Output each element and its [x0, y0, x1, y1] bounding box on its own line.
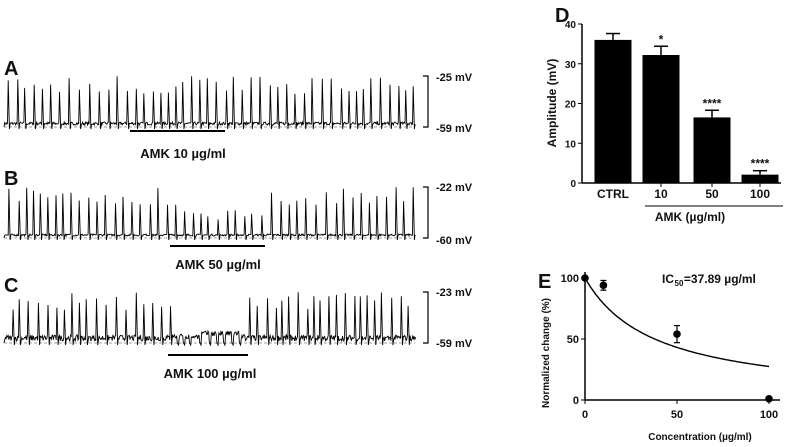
- scale-top-a: -25 mV: [436, 72, 473, 84]
- d-x-tick-label: 50: [705, 187, 719, 201]
- ic50-value: =37.89 µg/ml: [684, 272, 756, 286]
- e-data-point: [765, 394, 773, 403]
- e-ylabel: Normalized change (%): [541, 298, 552, 408]
- panel-letter-e: E: [538, 271, 551, 293]
- voltage-trace: [3, 76, 416, 130]
- panel-letter-c: C: [4, 275, 18, 297]
- scale-bottom-b: -60 mV: [436, 235, 473, 247]
- d-xlabel: AMK (µg/ml): [655, 210, 725, 224]
- d-significance-mark: ****: [751, 157, 770, 171]
- d-x-tick-label: CTRL: [597, 187, 629, 201]
- d-bar: [693, 117, 731, 183]
- e-data-point: [599, 281, 608, 290]
- panel-letter-b: B: [4, 168, 18, 190]
- d-significance-mark: *: [659, 32, 664, 46]
- scale-bar: [423, 75, 429, 128]
- voltage-trace: [3, 292, 417, 347]
- drug-label-b: AMK 50 µg/ml: [175, 257, 261, 272]
- d-significance-mark: ****: [703, 96, 722, 110]
- voltage-trace: [3, 187, 416, 241]
- scale-top-c: -23 mV: [436, 287, 473, 299]
- scale-bottom-c: -59 mV: [436, 338, 473, 350]
- d-bar: [642, 55, 680, 183]
- scale-bar: [423, 186, 429, 239]
- e-x-tick-label: 50: [671, 409, 683, 421]
- e-x-tick-label: 0: [582, 409, 588, 421]
- d-y-tick-label: 20: [565, 100, 577, 111]
- d-ylabel: Amplitude (mV): [545, 59, 559, 148]
- drug-label-a: AMK 10 µg/ml: [140, 146, 226, 161]
- ic50-sub: 50: [675, 279, 684, 288]
- chart-marks: 0 10 20 30 40 CTRL 10 * 50 **** 100 **** 0 50 100 0 50 10…: [3, 20, 783, 421]
- e-y-tick-label: 0: [573, 395, 579, 407]
- d-bar: [741, 174, 779, 183]
- scale-bottom-a: -59 mV: [436, 123, 473, 135]
- d-y-tick-label: 0: [570, 179, 576, 190]
- scale-top-b: -22 mV: [436, 182, 473, 194]
- panel-letter-a: A: [4, 58, 18, 80]
- e-xlabel: Concentration (µg/ml): [648, 432, 752, 443]
- e-y-tick-label: 50: [567, 334, 579, 346]
- d-y-tick-label: 40: [565, 20, 577, 31]
- d-y-tick-label: 30: [565, 60, 577, 71]
- e-x-tick-label: 100: [760, 409, 778, 421]
- e-data-point: [581, 274, 589, 282]
- d-y-tick-label: 10: [565, 139, 577, 150]
- drug-label-c: AMK 100 µg/ml: [164, 366, 257, 381]
- d-x-tick-label: 100: [750, 187, 770, 201]
- ic50-main: IC: [662, 272, 674, 286]
- e-y-tick-label: 100: [561, 273, 579, 285]
- e-data-point: [673, 330, 681, 338]
- d-x-tick-label: 10: [654, 187, 668, 201]
- d-bar: [594, 39, 632, 184]
- scale-bar: [423, 291, 429, 344]
- panel-letter-d: D: [555, 5, 569, 27]
- e-fit-curve: [584, 277, 770, 368]
